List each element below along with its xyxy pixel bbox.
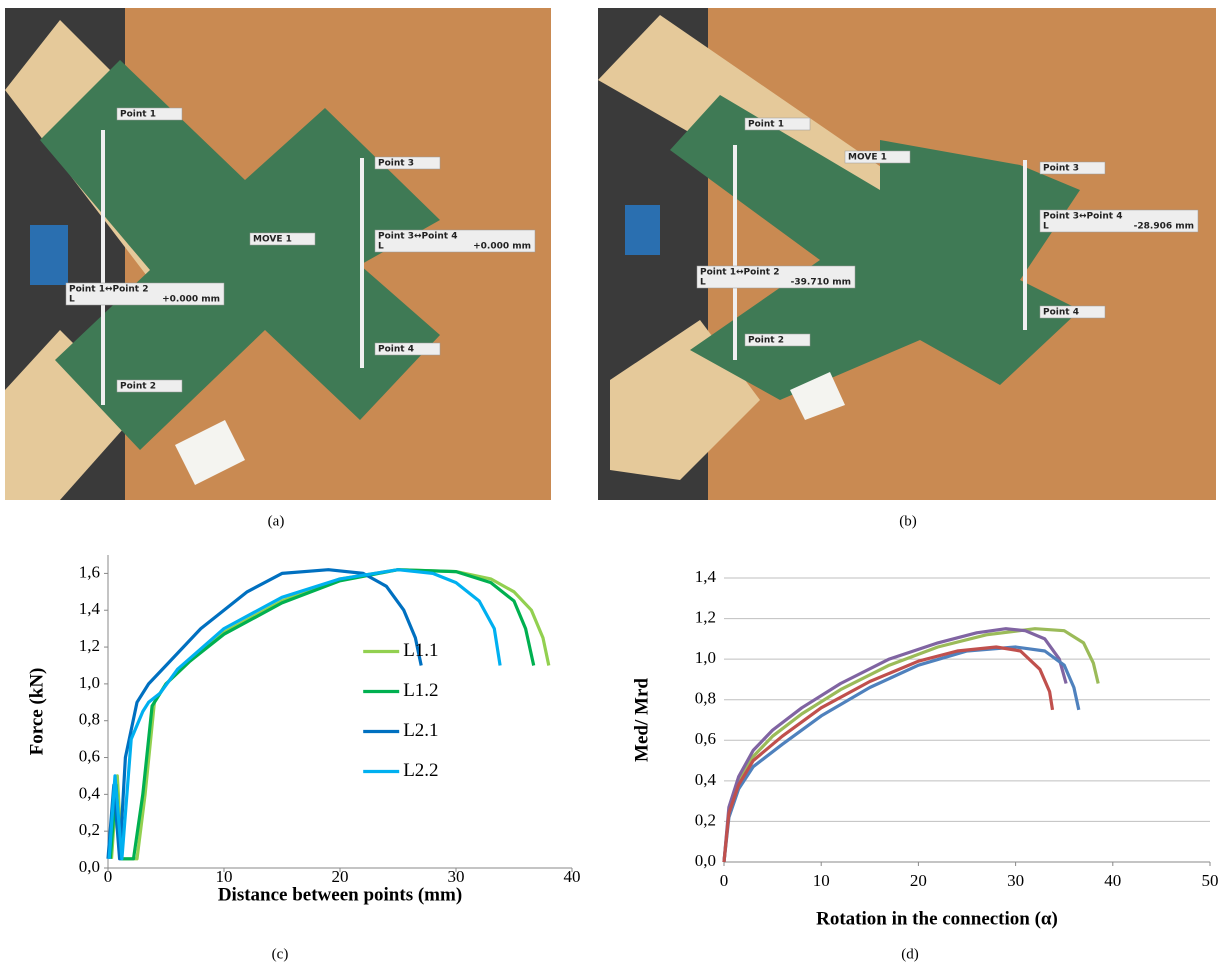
y-tick-label: 0,0: [79, 857, 100, 876]
measure-value: -28.906 mm: [1134, 222, 1194, 232]
y-tick-label: 0,6: [79, 746, 100, 765]
measure-value: -39.710 mm: [791, 278, 851, 288]
caption: (d): [901, 946, 919, 962]
x-tick-label: 30: [1007, 871, 1024, 890]
marker-label: Point 1: [120, 110, 156, 120]
y-tick-label: 0,8: [79, 710, 100, 729]
y-tick-label: 0,4: [695, 770, 717, 789]
measure-axis: L: [1043, 222, 1049, 232]
legend-label: L2.2: [403, 760, 438, 781]
caption: (a): [268, 513, 285, 529]
caption: (b): [899, 513, 917, 529]
figure: Point 1 Point 2 Point 3 Point 4 MOVE 1 P…: [0, 0, 1224, 970]
measure-value: +0.000 mm: [473, 242, 531, 252]
y-tick-label: 1,4: [695, 567, 717, 586]
marker-label: Point 3: [1043, 164, 1079, 174]
y-axis-label: Med/ Mrd: [631, 678, 652, 762]
x-tick-label: 0: [720, 871, 729, 890]
y-axis-label: Force (kN): [26, 668, 47, 756]
marker-label: Point 4: [1043, 308, 1079, 318]
marker-label: MOVE 1: [848, 153, 887, 163]
y-tick-label: 1,0: [79, 673, 100, 692]
measure-value: +0.000 mm: [162, 295, 220, 305]
legend-label: L1.2: [403, 680, 438, 701]
data-line: [112, 570, 549, 859]
y-tick-label: 1,6: [79, 562, 100, 581]
photo-b: Point 1 Point 2 Point 3 Point 4 MOVE 1 P…: [598, 8, 1216, 500]
marker-label: Point 2: [120, 382, 156, 392]
y-tick-label: 1,0: [695, 648, 716, 667]
marker-label: Point 3: [378, 159, 414, 169]
y-tick-label: 0,2: [695, 810, 716, 829]
x-tick-label: 50: [1202, 871, 1219, 890]
y-tick-label: 1,2: [695, 607, 716, 626]
x-axis-label: Distance between points (mm): [218, 884, 462, 905]
legend-label: L2.1: [403, 720, 438, 741]
data-line: [110, 570, 533, 859]
y-tick-label: 0,2: [79, 820, 100, 839]
measure-title: Point 3↔Point 4: [378, 232, 457, 242]
x-tick-label: 40: [1104, 871, 1121, 890]
photo-a: Point 1 Point 2 Point 3 Point 4 MOVE 1 P…: [5, 8, 551, 500]
caption: (c): [272, 946, 289, 962]
measure-title: Point 1↔Point 2: [69, 285, 148, 295]
measure-title: Point 1↔Point 2: [700, 268, 779, 278]
x-tick-label: 10: [813, 871, 830, 890]
x-axis-label: Rotation in the connection (α): [816, 908, 1058, 929]
measure-axis: L: [69, 295, 75, 305]
y-tick-label: 1,2: [79, 636, 100, 655]
x-tick-label: 20: [910, 871, 927, 890]
measure-axis: L: [700, 278, 706, 288]
legend-label: L1.1: [403, 640, 438, 661]
y-tick-label: 0,4: [79, 783, 101, 802]
screen: [30, 225, 68, 285]
y-tick-label: 1,4: [79, 599, 101, 618]
screen: [625, 205, 660, 255]
y-tick-label: 0,6: [695, 729, 716, 748]
marker-label: MOVE 1: [253, 235, 292, 245]
data-line: [109, 570, 500, 859]
data-line: [724, 647, 1079, 862]
y-tick-label: 0,0: [695, 851, 716, 870]
marker-label: Point 1: [748, 120, 784, 130]
measure-axis: L: [378, 242, 384, 252]
y-tick-label: 0,8: [695, 689, 716, 708]
marker-label: Point 4: [378, 345, 414, 355]
marker-label: Point 2: [748, 336, 784, 346]
measure-title: Point 3↔Point 4: [1043, 212, 1122, 222]
